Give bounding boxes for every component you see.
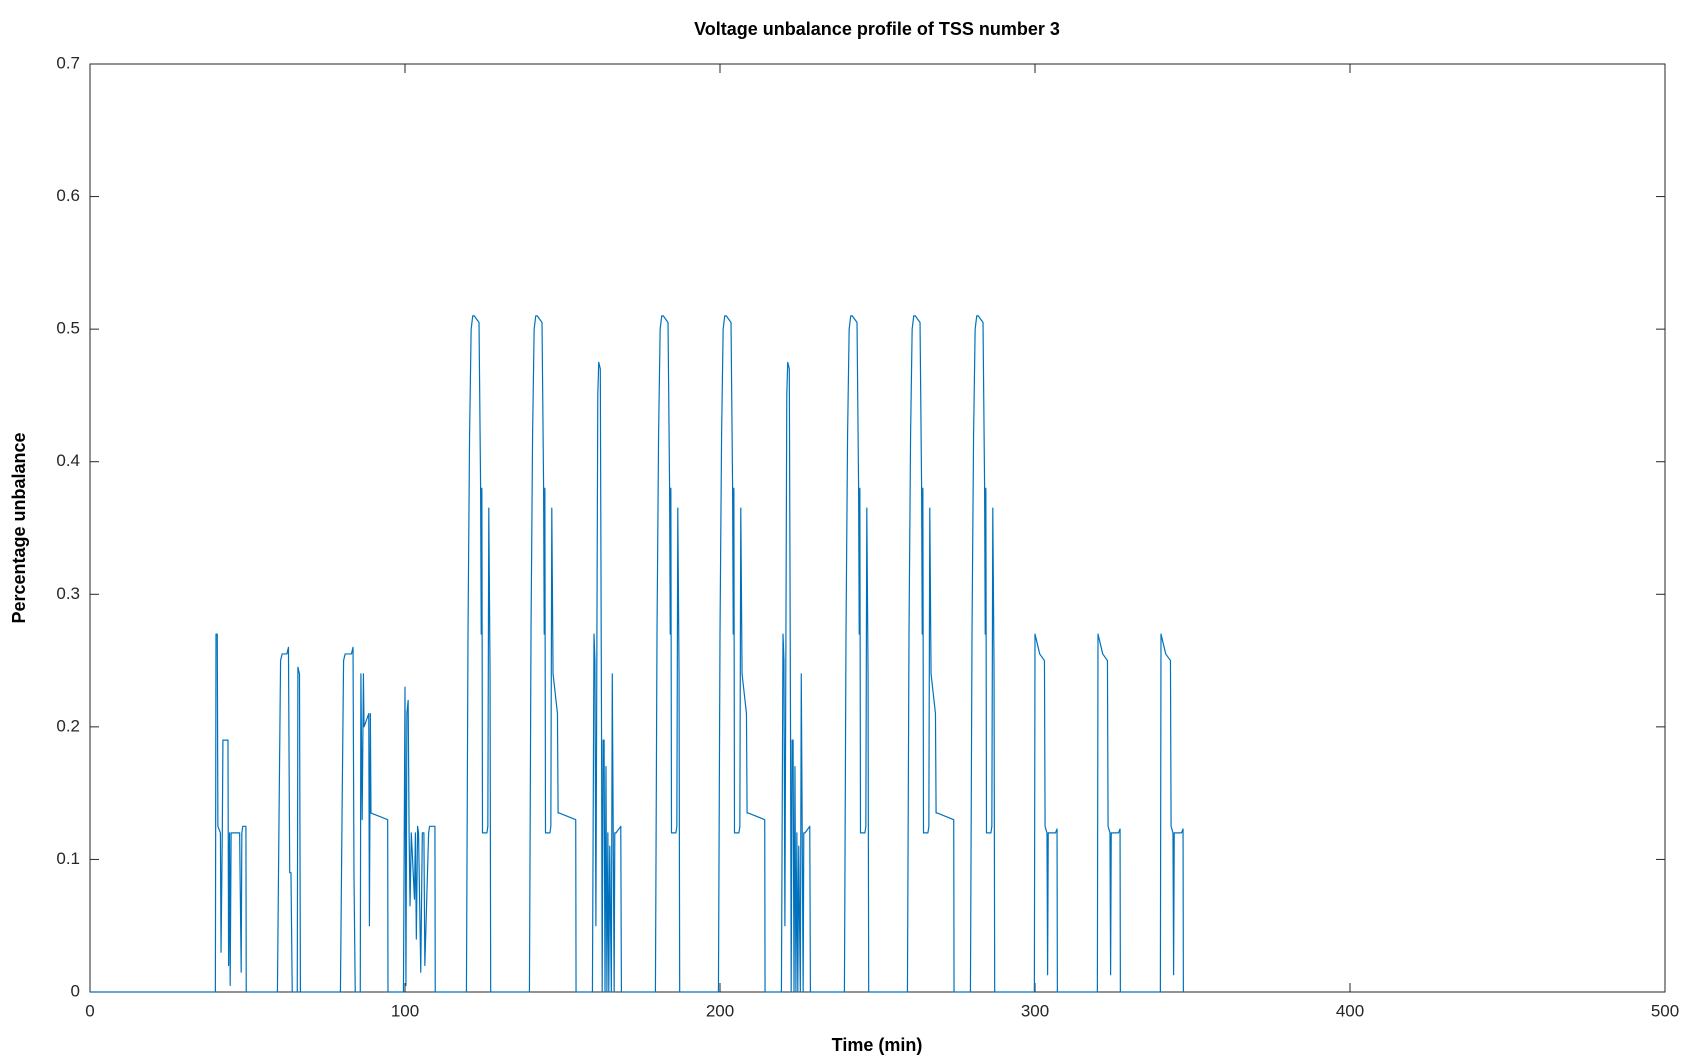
x-tick-label: 200 bbox=[706, 1001, 734, 1020]
x-axis-label: Time (min) bbox=[832, 1035, 923, 1055]
y-tick-label: 0.7 bbox=[56, 53, 80, 72]
data-line bbox=[90, 315, 1184, 993]
y-tick-label: 0.3 bbox=[56, 584, 80, 603]
x-tick-label: 400 bbox=[1336, 1001, 1364, 1020]
y-tick-label: 0.4 bbox=[56, 451, 80, 470]
y-tick-label: 0.2 bbox=[56, 716, 80, 735]
y-axis-label: Percentage unbalance bbox=[9, 432, 29, 623]
x-tick-label: 100 bbox=[391, 1001, 419, 1020]
y-tick-label: 0 bbox=[71, 981, 80, 1000]
x-tick-label: 500 bbox=[1651, 1001, 1679, 1020]
x-tick-label: 0 bbox=[85, 1001, 94, 1020]
y-tick-label: 0.6 bbox=[56, 186, 80, 205]
x-tick-label: 300 bbox=[1021, 1001, 1049, 1020]
chart-title: Voltage unbalance profile of TSS number … bbox=[694, 19, 1060, 39]
y-tick-label: 0.5 bbox=[56, 319, 80, 338]
y-tick-label: 0.1 bbox=[56, 849, 80, 868]
